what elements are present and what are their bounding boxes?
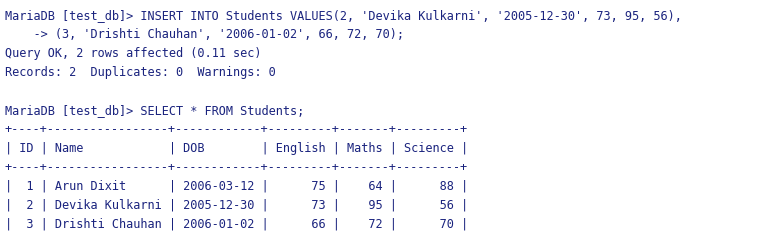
Text: MariaDB [test_db]> INSERT INTO Students VALUES(2, 'Devika Kulkarni', '2005-12-30: MariaDB [test_db]> INSERT INTO Students … bbox=[5, 9, 681, 22]
Text: | ID | Name            | DOB        | English | Maths | Science |: | ID | Name | DOB | English | Maths | Sc… bbox=[5, 142, 468, 155]
Text: Records: 2  Duplicates: 0  Warnings: 0: Records: 2 Duplicates: 0 Warnings: 0 bbox=[5, 66, 276, 79]
Text: |  2 | Devika Kulkarni | 2005-12-30 |      73 |    95 |      56 |: | 2 | Devika Kulkarni | 2005-12-30 | 73 … bbox=[5, 199, 468, 212]
Text: |  3 | Drishti Chauhan | 2006-01-02 |      66 |    72 |      70 |: | 3 | Drishti Chauhan | 2006-01-02 | 66 … bbox=[5, 218, 468, 231]
Text: +----+-----------------+------------+---------+-------+---------+: +----+-----------------+------------+---… bbox=[5, 123, 468, 136]
Text: Query OK, 2 rows affected (0.11 sec): Query OK, 2 rows affected (0.11 sec) bbox=[5, 47, 261, 60]
Text: MariaDB [test_db]> SELECT * FROM Students;: MariaDB [test_db]> SELECT * FROM Student… bbox=[5, 104, 304, 117]
Text: -> (3, 'Drishti Chauhan', '2006-01-02', 66, 72, 70);: -> (3, 'Drishti Chauhan', '2006-01-02', … bbox=[5, 28, 404, 41]
Text: +----+-----------------+------------+---------+-------+---------+: +----+-----------------+------------+---… bbox=[5, 161, 468, 174]
Text: |  1 | Arun Dixit      | 2006-03-12 |      75 |    64 |      88 |: | 1 | Arun Dixit | 2006-03-12 | 75 | 64 … bbox=[5, 180, 468, 193]
